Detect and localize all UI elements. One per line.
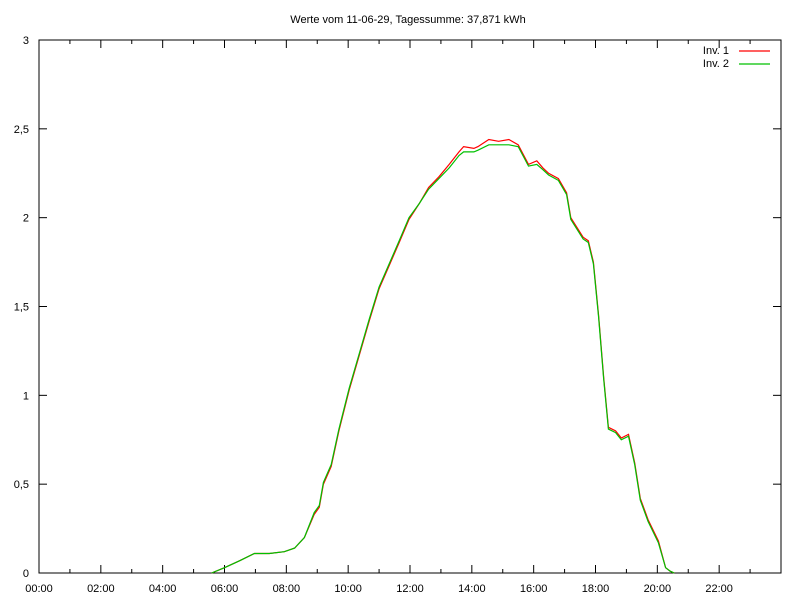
- x-tick-label: 06:00: [211, 583, 239, 595]
- y-tick-label: 2: [23, 213, 29, 225]
- x-tick-label: 16:00: [520, 583, 548, 595]
- x-tick-label: 08:00: [273, 583, 301, 595]
- legend: Inv. 1 Inv. 2: [703, 45, 770, 70]
- x-tick-label: 22:00: [705, 583, 733, 595]
- y-tick-label: 3: [23, 35, 29, 47]
- legend-label-inv-1: Inv. 1: [703, 45, 729, 57]
- y-tick-label: 2,5: [14, 124, 29, 136]
- x-tick-label: 04:00: [149, 583, 177, 595]
- y-tick-label: 1: [23, 390, 29, 402]
- series-line-inv-2: [211, 144, 675, 574]
- x-tick-label: 00:00: [25, 583, 53, 595]
- x-tick-label: 10:00: [334, 583, 362, 595]
- axes: 00:00 02:00 04:00 06:00 08:00 10:00 12:00 14:00…: [14, 35, 781, 595]
- series-lines: [211, 138, 675, 574]
- x-tick-label: 18:00: [582, 583, 610, 595]
- y-tick-label: 0: [23, 568, 29, 580]
- chart-title: Werte vom 11-06-29, Tagessumme: 37,871 k…: [290, 14, 525, 26]
- x-tick-label: 12:00: [396, 583, 424, 595]
- x-tick-label: 02:00: [87, 583, 115, 595]
- plot-border: [38, 39, 782, 574]
- x-tick-label: 14:00: [458, 583, 486, 595]
- x-tick-label: 20:00: [644, 583, 672, 595]
- legend-label-inv-2: Inv. 2: [703, 58, 729, 70]
- y-tick-label: 1,5: [14, 302, 29, 314]
- series-line-inv-1: [211, 138, 675, 574]
- y-tick-label: 0,5: [14, 479, 29, 491]
